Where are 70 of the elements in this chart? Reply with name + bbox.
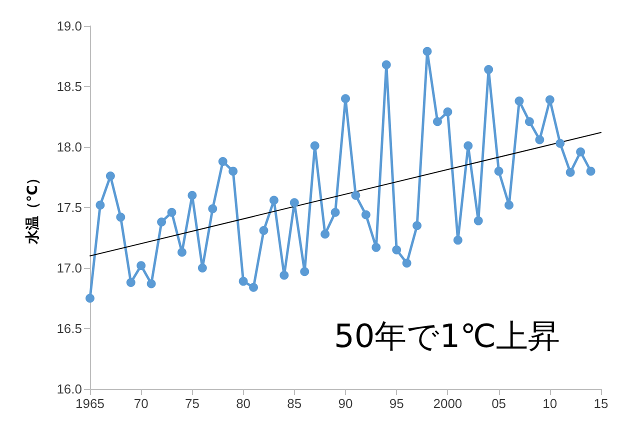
point <box>453 236 462 245</box>
x-tick-label: 10 <box>542 396 558 411</box>
point <box>126 278 136 288</box>
y-tick-label: 18.0 <box>56 140 82 154</box>
point <box>86 294 94 303</box>
point <box>514 96 524 106</box>
point <box>576 147 586 156</box>
point <box>586 166 596 176</box>
x-tick-label: 85 <box>287 396 302 411</box>
point <box>556 138 565 148</box>
point <box>146 279 156 288</box>
y-tick-label: 16.0 <box>56 382 82 396</box>
x-tick-label: 75 <box>184 396 200 411</box>
x-tick-label: 15 <box>594 396 608 411</box>
point <box>228 166 238 176</box>
point <box>208 204 218 214</box>
y-tick-label: 17.0 <box>56 260 82 276</box>
point <box>524 117 534 126</box>
point <box>464 141 473 150</box>
point <box>402 258 412 268</box>
point <box>136 261 146 270</box>
point <box>96 200 105 210</box>
point <box>320 230 330 239</box>
y-tick-label: 16.5 <box>56 321 82 336</box>
point <box>106 172 115 181</box>
point <box>341 94 350 104</box>
point <box>280 270 289 280</box>
point <box>330 208 340 217</box>
point <box>382 60 391 70</box>
point <box>249 282 258 292</box>
point <box>566 168 575 177</box>
point <box>167 208 176 217</box>
point <box>372 242 381 252</box>
y-tick-label: 17.5 <box>56 200 82 215</box>
point <box>269 196 278 205</box>
x-tick-label: 80 <box>236 396 251 411</box>
x-tick-label: 2000 <box>433 396 462 411</box>
point <box>238 276 248 286</box>
point <box>116 212 126 222</box>
point <box>177 248 186 257</box>
point <box>361 210 370 220</box>
point <box>474 216 483 226</box>
point <box>310 141 320 150</box>
point <box>422 46 432 56</box>
y-tick-label: 18.5 <box>56 79 82 94</box>
point <box>443 107 452 116</box>
point <box>290 198 299 208</box>
point <box>412 221 422 230</box>
point <box>432 117 442 126</box>
x-tick-label: 90 <box>338 396 353 411</box>
point <box>300 267 310 276</box>
x-tick-label: 1965 <box>76 396 104 411</box>
point <box>484 65 494 74</box>
y-tick-label: 19.0 <box>56 18 82 34</box>
point <box>504 200 514 210</box>
point <box>545 95 554 104</box>
point <box>259 226 268 235</box>
point <box>157 218 166 227</box>
annotation: 50年で1℃上昇 <box>334 317 560 355</box>
point <box>188 190 197 200</box>
point <box>392 245 402 254</box>
point <box>218 157 228 166</box>
point <box>351 190 360 200</box>
point <box>535 135 544 144</box>
x-tick-label: 95 <box>389 396 404 411</box>
y-axis-title: 水温（℃） <box>25 171 41 245</box>
x-tick-label: 05 <box>492 396 506 411</box>
point <box>494 166 504 176</box>
point <box>198 264 207 272</box>
x-tick-label: 70 <box>134 396 148 411</box>
